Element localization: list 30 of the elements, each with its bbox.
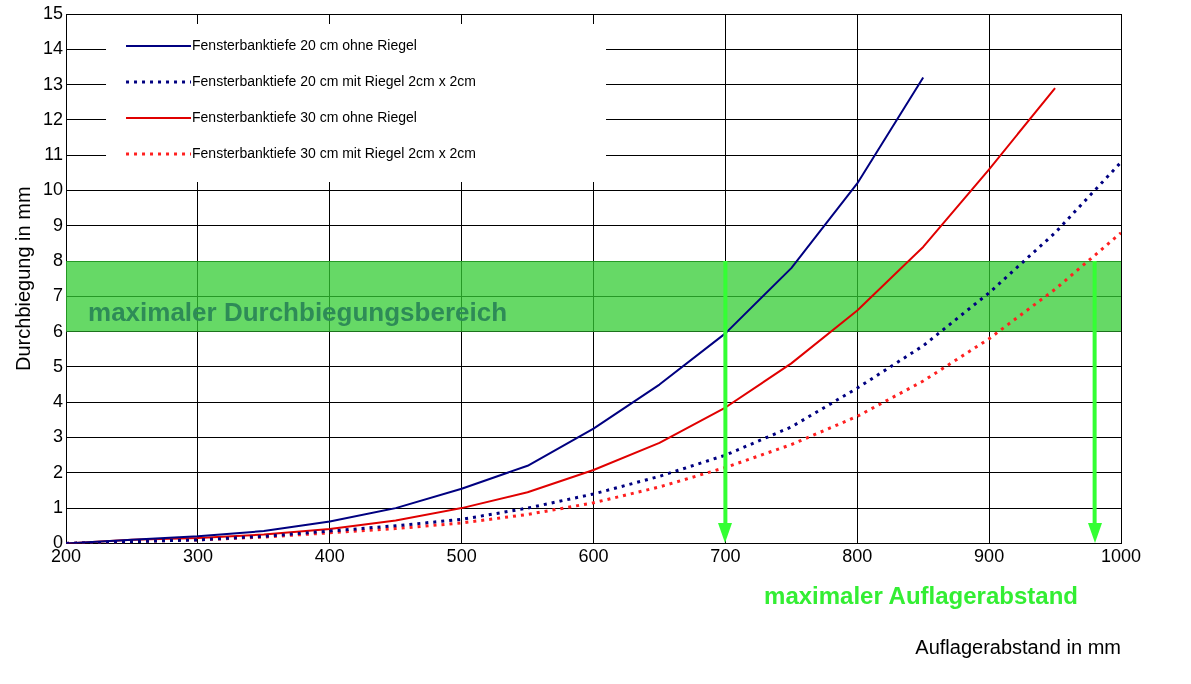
x-tick-label: 500	[446, 546, 477, 567]
y-tick-label: 1	[53, 497, 64, 518]
y-tick-label: 13	[42, 73, 64, 94]
x-tick-label: 400	[314, 546, 345, 567]
legend-label: Fensterbanktiefe 30 cm ohne Riegel	[192, 108, 417, 125]
legend-label: Fensterbanktiefe 20 cm ohne Riegel	[192, 36, 417, 53]
x-axis-title: Auflagerabstand in mm	[915, 635, 1121, 658]
y-tick-label: 3	[53, 426, 64, 447]
legend-label: Fensterbanktiefe 20 cm mit Riegel 2cm x 2cm	[192, 72, 477, 89]
y-axis-title: Durchbiegung in mm	[11, 186, 34, 371]
x-tick-label: 700	[710, 546, 741, 567]
y-tick-label: 12	[42, 108, 64, 129]
x-tick-label: 800	[842, 546, 873, 567]
x-tick-label: 300	[182, 546, 213, 567]
legend-label: Fensterbanktiefe 30 cm mit Riegel 2cm x 2cm	[192, 144, 477, 161]
y-tick-label: 14	[42, 38, 64, 59]
y-tick-label: 15	[42, 2, 64, 23]
y-tick-label: 9	[53, 214, 64, 235]
y-tick-label: 2	[53, 461, 64, 482]
x-tick-label: 600	[578, 546, 609, 567]
y-tick-label: 10	[42, 179, 64, 200]
y-tick-label: 7	[53, 285, 64, 306]
text: maximaler Auflagerabstand	[764, 582, 1078, 610]
y-tick-label: 11	[44, 144, 64, 165]
y-tick-label: 6	[53, 320, 64, 341]
y-tick-label: 5	[53, 355, 64, 376]
x-tick-label: 1000	[1100, 546, 1142, 567]
y-tick-label: 4	[53, 391, 64, 412]
y-tick-label: 8	[53, 250, 64, 271]
x-tick-label: 900	[974, 546, 1005, 567]
